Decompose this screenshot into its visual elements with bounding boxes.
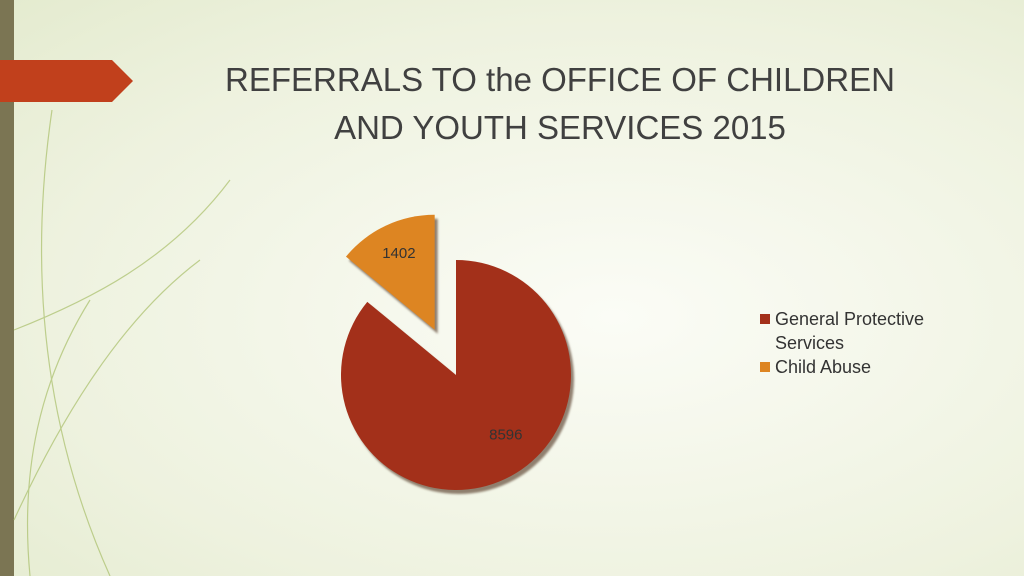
pie-slice — [345, 214, 435, 330]
decoration — [13, 109, 231, 576]
legend-label: Child Abuse — [775, 357, 872, 377]
legend-swatch — [760, 314, 770, 324]
legend-entry: Child Abuse — [760, 355, 960, 379]
data-label: 8596 — [489, 426, 522, 443]
legend: General Protective Services Child Abuse — [760, 307, 960, 379]
legend-entry: General Protective Services — [760, 307, 960, 355]
legend-swatch — [760, 362, 770, 372]
pie-slice — [340, 260, 571, 490]
data-label: 1402 — [382, 245, 415, 262]
legend-label: General Protective Services — [775, 309, 925, 353]
pie — [340, 214, 571, 490]
title-arrow — [0, 60, 133, 102]
side-bar — [0, 0, 14, 576]
chart-title: REFERRALS TO the OFFICE OF CHILDREN AND … — [225, 61, 895, 146]
